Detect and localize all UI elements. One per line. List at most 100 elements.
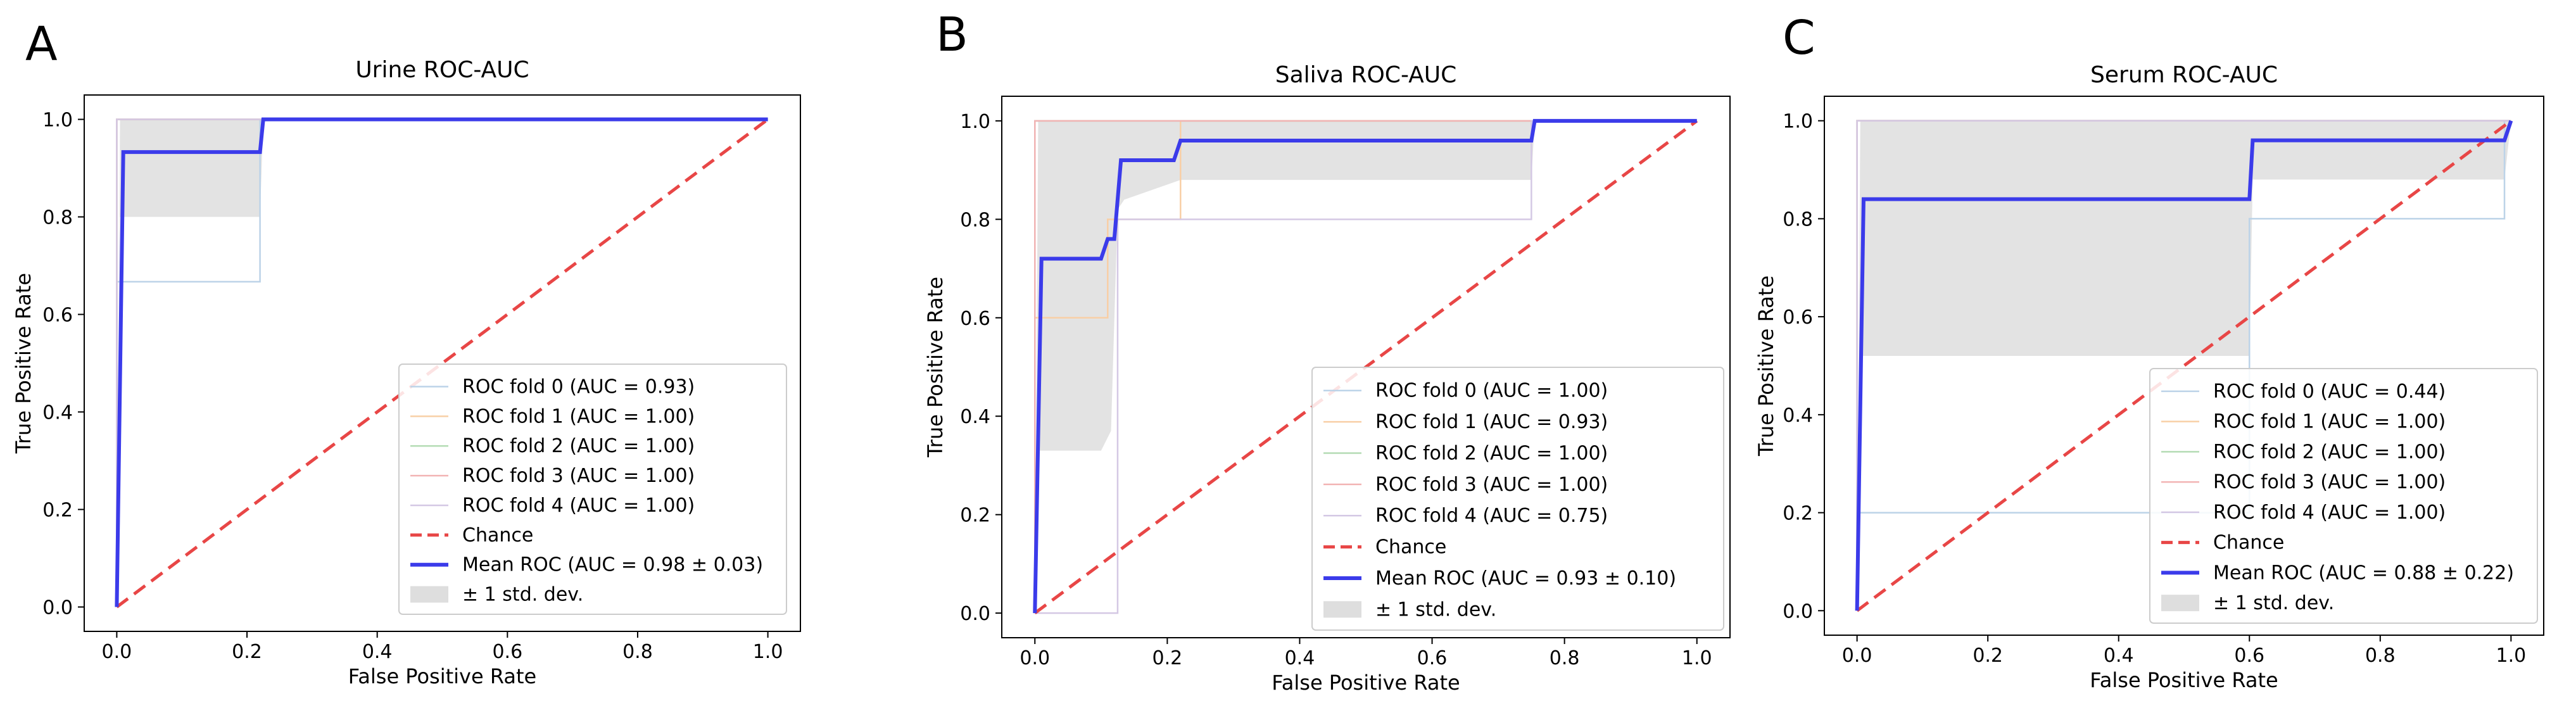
legend-label: ± 1 std. dev. <box>1375 598 1496 621</box>
y-tick-label: 0.8 <box>960 209 990 231</box>
y-tick-label: 0.6 <box>960 308 990 330</box>
y-tick-label: 0.0 <box>960 603 990 625</box>
legend-label: ROC fold 2 (AUC = 1.00) <box>2213 441 2446 463</box>
panel-letter: B <box>936 8 968 62</box>
legend-label: ROC fold 3 (AUC = 1.00) <box>462 465 695 487</box>
legend: ROC fold 0 (AUC = 0.44) ROC fold 1 (AUC =… <box>2149 368 2538 624</box>
panel-letter: A <box>25 17 58 72</box>
chance-line <box>115 118 769 609</box>
x-tick-label: 0.6 <box>1417 647 1448 669</box>
legend-label: Chance <box>1375 536 1446 559</box>
legend-label: ROC fold 4 (AUC = 1.00) <box>2213 502 2446 524</box>
x-tick-label: 0.0 <box>102 641 132 663</box>
legend-label: ROC fold 0 (AUC = 0.93) <box>462 376 695 398</box>
chart-panel-a: A Urine ROC-AUC 0.0 0.2 0.4 0.6 0.8 1.0 0.0 0.2 0.… <box>11 17 801 688</box>
panel-letter: C <box>1783 11 1815 65</box>
y-tick-label: 0.4 <box>42 402 73 424</box>
mean-roc-line <box>1855 120 2513 611</box>
y-tick-label: 0.6 <box>1783 307 1813 329</box>
legend-label: Mean ROC (AUC = 0.93 ± 0.10) <box>1375 567 1676 590</box>
legend-label: ROC fold 4 (AUC = 0.75) <box>1375 505 1608 527</box>
y-axis-label: True Positive Rate <box>923 277 947 458</box>
y-tick-label: 0.4 <box>960 406 990 428</box>
chart-panel-c: C Serum ROC-AUC 0.0 0.2 0.4 0.6 0.8 1.0 0.0 0.2 0.… <box>1754 11 2544 692</box>
legend-label: ROC fold 3 (AUC = 1.00) <box>2213 471 2446 493</box>
legend-label: ROC fold 0 (AUC = 1.00) <box>1375 380 1608 402</box>
chance-line <box>1856 119 2512 612</box>
mean-roc-line <box>1033 118 1697 614</box>
y-tick-label: 0.6 <box>42 305 73 327</box>
x-axis-label: False Positive Rate <box>2090 668 2278 692</box>
y-tick-label: 0.2 <box>42 500 73 522</box>
x-tick-label: 0.4 <box>362 641 393 663</box>
legend-label: ROC fold 2 (AUC = 1.00) <box>462 435 695 457</box>
y-axis-label: True Positive Rate <box>1754 275 1778 457</box>
legend-label: ROC fold 4 (AUC = 1.00) <box>462 495 695 517</box>
legend-label: ROC fold 1 (AUC = 0.93) <box>1375 411 1608 433</box>
std-dev-band <box>117 119 768 607</box>
y-tick-label: 0.0 <box>1783 600 1813 623</box>
legend-label: Chance <box>462 524 533 547</box>
x-tick-label: 0.6 <box>2234 645 2264 667</box>
y-axis-label: True Positive Rate <box>11 273 35 454</box>
chart-title: Serum ROC-AUC <box>2090 62 2278 88</box>
legend-label: ROC fold 1 (AUC = 1.00) <box>2213 411 2446 433</box>
x-tick-label: 1.0 <box>753 641 783 663</box>
std-dev-band <box>1035 120 1697 614</box>
y-tick-label: 0.2 <box>960 505 990 527</box>
x-tick-label: 1.0 <box>2496 645 2527 667</box>
x-tick-label: 0.4 <box>2104 645 2134 667</box>
x-tick-label: 0.4 <box>1285 647 1315 669</box>
x-tick-label: 0.0 <box>1842 645 1872 667</box>
mean-roc-line <box>115 117 768 607</box>
legend: ROC fold 0 (AUC = 1.00) ROC fold 1 (AUC =… <box>1311 367 1724 631</box>
legend-box <box>398 363 787 615</box>
y-tick-label: 1.0 <box>42 110 73 132</box>
legend-label: ROC fold 2 (AUC = 1.00) <box>1375 442 1608 464</box>
y-tick-label: 0.2 <box>1783 503 1813 525</box>
legend-box <box>1311 367 1724 631</box>
x-axis-label: False Positive Rate <box>348 664 536 688</box>
x-tick-label: 0.0 <box>1020 647 1050 669</box>
legend-label: ROC fold 3 (AUC = 1.00) <box>1375 474 1608 496</box>
x-tick-label: 0.8 <box>1550 647 1580 669</box>
plot-area <box>115 117 769 609</box>
y-tick-label: 0.8 <box>1783 208 1813 231</box>
legend-label: ± 1 std. dev. <box>462 584 583 606</box>
legend-label: ROC fold 1 (AUC = 1.00) <box>462 405 695 427</box>
legend-label: ± 1 std. dev. <box>2213 592 2334 614</box>
y-tick-label: 1.0 <box>960 111 990 133</box>
chart-title: Saliva ROC-AUC <box>1275 62 1457 88</box>
x-tick-label: 0.6 <box>492 641 522 663</box>
x-tick-label: 1.0 <box>1682 647 1712 669</box>
x-tick-label: 0.8 <box>2365 645 2396 667</box>
x-tick-label: 0.2 <box>1152 647 1183 669</box>
x-axis-label: False Positive Rate <box>1272 671 1460 695</box>
chart-panel-b: B Saliva ROC-AUC 0.0 0.2 0.4 0.6 0.8 1.0 0.0 0.2 0… <box>923 8 1731 695</box>
legend-label: Chance <box>2213 532 2284 554</box>
legend-handle <box>410 586 448 603</box>
legend-box <box>2149 368 2538 624</box>
x-tick-label: 0.8 <box>622 641 653 663</box>
legend-label: ROC fold 0 (AUC = 0.44) <box>2213 381 2446 403</box>
y-tick-label: 0.0 <box>42 597 73 619</box>
axes-frame <box>84 94 801 632</box>
y-tick-label: 0.4 <box>1783 405 1813 427</box>
chart-title: Urine ROC-AUC <box>355 57 529 83</box>
roc-fold-4-line <box>1856 120 2511 611</box>
axes-frame <box>1824 96 2544 636</box>
axes-frame <box>1001 96 1731 638</box>
std-dev-band <box>1857 120 2511 611</box>
legend-label: Mean ROC (AUC = 0.88 ± 0.22) <box>2213 562 2514 584</box>
x-tick-label: 0.2 <box>232 641 262 663</box>
plot-area <box>1855 119 2513 612</box>
roc-fold-3-line <box>1034 120 1697 614</box>
legend-handle <box>2161 595 2199 612</box>
x-tick-label: 0.2 <box>1973 645 2003 667</box>
y-tick-label: 1.0 <box>1783 111 1813 133</box>
legend-handle <box>1323 601 1361 618</box>
y-tick-label: 0.8 <box>42 207 73 229</box>
legend-label: Mean ROC (AUC = 0.98 ± 0.03) <box>462 554 763 576</box>
legend: ROC fold 0 (AUC = 0.93) ROC fold 1 (AUC =… <box>398 363 787 615</box>
